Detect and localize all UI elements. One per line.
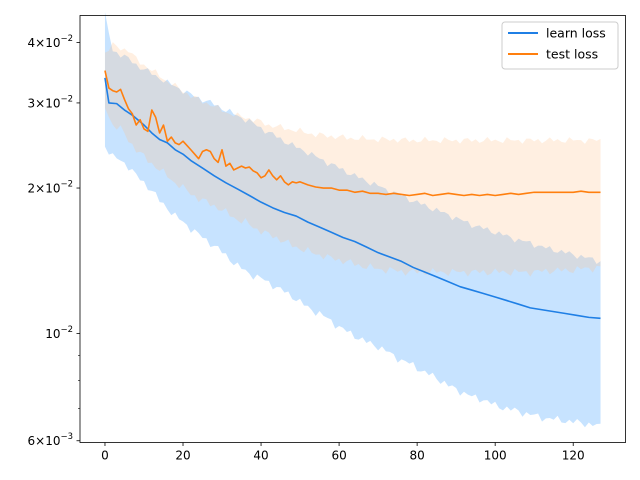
line-learn-loss — [104, 77, 601, 320]
x-tick-label: 0 — [101, 449, 109, 463]
band-test-loss — [104, 42, 601, 277]
legend: learn loss test loss — [501, 21, 619, 70]
x-tick-label: 100 — [484, 449, 507, 463]
plot-frame — [79, 15, 626, 443]
band-learn-loss — [104, 12, 601, 428]
legend-label-test-loss: test loss — [546, 47, 598, 62]
x-tick-label: 120 — [562, 449, 585, 463]
series-lines — [104, 70, 601, 320]
y-tick-label: 4×10−2 — [28, 34, 74, 50]
x-axis: 0 20 40 60 80 100 120 — [101, 442, 585, 463]
y-tick-label: 3×10−2 — [28, 94, 74, 110]
x-tick-label: 40 — [253, 449, 268, 463]
x-tick-label: 80 — [409, 449, 424, 463]
legend-label-learn-loss: learn loss — [546, 26, 606, 41]
x-tick-label: 20 — [175, 449, 190, 463]
y-tick-label: 10−2 — [45, 325, 73, 341]
line-test-loss — [104, 70, 601, 197]
y-tick-label: 2×10−2 — [28, 180, 74, 196]
x-tick-label: 60 — [331, 449, 346, 463]
y-axis: 6×10−3 10−2 2×10−2 3×10−2 4×10−2 — [28, 34, 80, 448]
confidence-bands — [104, 12, 601, 428]
y-tick-label: 6×10−3 — [28, 432, 74, 448]
